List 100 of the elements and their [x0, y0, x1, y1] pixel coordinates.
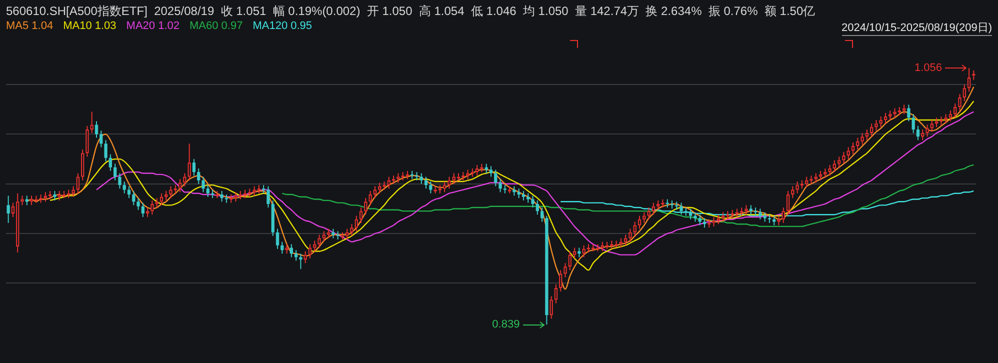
candlestick	[619, 238, 623, 248]
candlestick	[252, 186, 256, 196]
candlestick	[926, 124, 929, 138]
candlestick	[346, 228, 349, 240]
candlestick	[930, 120, 934, 132]
candlestick	[81, 149, 84, 181]
candlestick	[879, 116, 882, 128]
candlestick	[846, 146, 850, 160]
candlestick	[90, 111, 94, 134]
candlestick	[786, 190, 790, 216]
candlestick	[169, 186, 172, 199]
candlestick	[443, 181, 446, 193]
candlestick	[916, 125, 920, 141]
candlestick	[108, 154, 112, 172]
candlestick	[183, 172, 186, 187]
candlestick	[962, 84, 966, 102]
candlestick	[805, 176, 808, 188]
candlestick	[94, 120, 98, 138]
candlestick	[582, 244, 586, 258]
candlestick	[578, 247, 581, 258]
candlestick	[44, 192, 48, 202]
candlestick	[206, 184, 210, 198]
candlestick	[220, 190, 224, 202]
candlestick	[122, 181, 126, 194]
text: MA20 1.02	[126, 20, 180, 32]
candlestick	[290, 244, 294, 258]
candlestick	[178, 178, 182, 193]
candlestick	[368, 190, 372, 206]
candlestick	[448, 176, 451, 190]
candlestick	[647, 207, 650, 220]
candlestick	[856, 137, 860, 150]
candlestick	[540, 207, 544, 222]
candlestick	[313, 240, 316, 252]
candlestick	[633, 221, 636, 236]
candlestick	[86, 125, 89, 158]
candlestick	[814, 172, 818, 184]
candlestick	[944, 114, 948, 124]
text: MA120 0.95	[252, 20, 312, 32]
candlestick	[322, 230, 326, 242]
candlestick	[958, 94, 962, 112]
candlestick	[30, 195, 34, 206]
candlestick	[364, 198, 368, 216]
candlestick	[628, 228, 632, 242]
candlestick	[136, 198, 140, 210]
candlestick	[832, 160, 836, 173]
candlestick	[967, 68, 971, 92]
candlestick	[912, 114, 915, 134]
candlestick	[118, 172, 122, 190]
candlestick	[688, 208, 692, 220]
candlestick	[921, 128, 924, 141]
candlestick	[202, 176, 205, 193]
candlestick	[146, 207, 150, 218]
candlestick	[624, 234, 628, 246]
candlestick	[150, 200, 154, 216]
candlestick	[387, 176, 390, 190]
candlestick	[359, 207, 363, 224]
candlestick	[716, 214, 720, 225]
candlestick	[280, 241, 284, 254]
candlestick	[526, 192, 530, 204]
candlestick	[888, 110, 892, 121]
candlestick	[749, 204, 752, 216]
candlestick	[318, 234, 321, 248]
candlestick	[299, 253, 302, 270]
candlestick	[266, 186, 270, 208]
candlestick	[285, 244, 288, 254]
text: MA10 1.03	[63, 20, 116, 32]
candlestick	[188, 143, 191, 181]
candlestick	[373, 186, 377, 199]
candlestick	[554, 284, 558, 304]
candlestick	[702, 218, 706, 228]
candlestick	[698, 214, 702, 226]
candlestick	[132, 190, 136, 206]
candlestick	[828, 164, 832, 176]
candlestick	[838, 156, 841, 168]
candlestick	[568, 250, 572, 271]
candlestick	[160, 192, 164, 206]
candlestick	[536, 200, 539, 216]
candlestick	[6, 195, 10, 224]
candlestick	[294, 250, 298, 262]
candlestick	[851, 142, 855, 155]
candlestick	[744, 204, 748, 216]
candlestick	[884, 112, 888, 124]
candlestick	[824, 168, 827, 178]
candlestick	[429, 181, 432, 194]
candlestick	[72, 186, 75, 198]
candlestick	[20, 195, 24, 206]
annotation: 1.056	[914, 62, 942, 74]
candlestick	[276, 228, 280, 250]
candlestick	[155, 198, 158, 208]
candlestick	[758, 208, 762, 220]
chart-subtitle: 2024/10/15-2025/08/19(209日)	[842, 20, 992, 36]
candlestick	[396, 172, 400, 184]
candlestick	[522, 190, 526, 201]
candlestick	[907, 104, 910, 122]
candlestick	[791, 186, 794, 199]
candlestick	[777, 215, 780, 226]
candlestick	[424, 176, 428, 190]
candlestick	[498, 178, 502, 193]
candlestick	[164, 190, 168, 201]
candlestick	[332, 228, 335, 239]
